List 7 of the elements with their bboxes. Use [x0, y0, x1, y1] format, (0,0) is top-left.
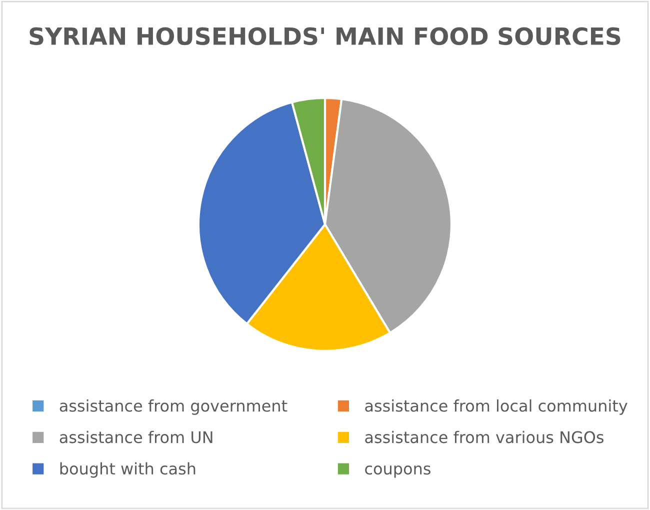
legend-label: coupons [365, 465, 430, 478]
legend-label: bought with cash [60, 462, 196, 478]
legend-label: assistance from UN [60, 430, 212, 444]
legend-label: assistance from various NGOs [365, 430, 604, 444]
legend-label: assistance from government [60, 399, 288, 415]
chart-title: SYRIAN HOUSEHOLDS' MAIN FOOD SOURCES [30, 27, 620, 46]
legend-label: assistance from local community [365, 399, 628, 415]
